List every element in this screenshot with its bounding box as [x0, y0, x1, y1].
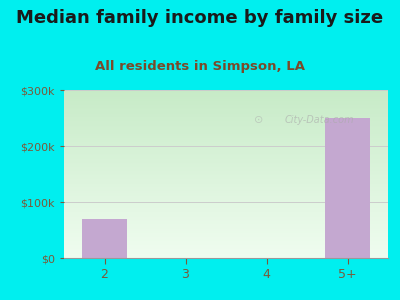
Text: City-Data.com: City-Data.com	[284, 115, 354, 125]
Text: All residents in Simpson, LA: All residents in Simpson, LA	[95, 60, 305, 73]
Bar	[325, 118, 370, 258]
Text: ⊙: ⊙	[254, 115, 263, 125]
Text: Median family income by family size: Median family income by family size	[16, 9, 384, 27]
Bar	[82, 219, 127, 258]
